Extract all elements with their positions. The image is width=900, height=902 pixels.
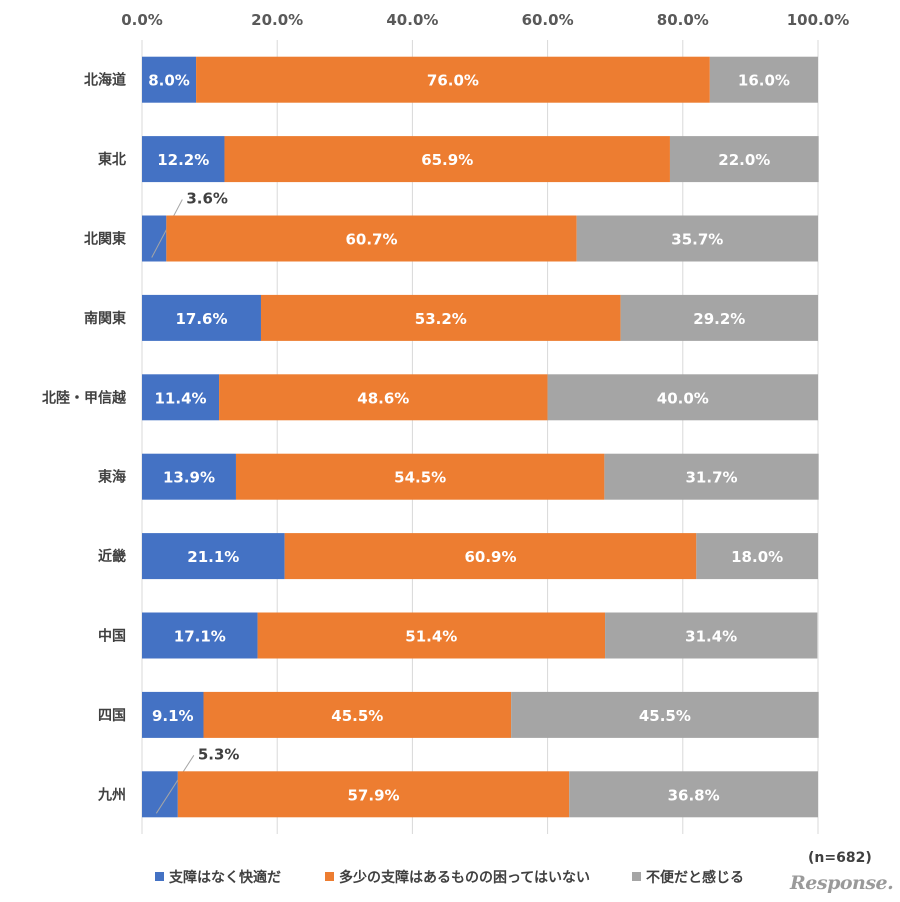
data-label: 16.0% xyxy=(738,72,790,90)
bar-segment xyxy=(547,374,818,421)
x-tick-label: 0.0% xyxy=(121,11,163,29)
data-label: 9.1% xyxy=(152,707,194,725)
bar-segment xyxy=(235,453,605,500)
data-label: 17.6% xyxy=(175,310,227,328)
bar-segment xyxy=(257,612,606,659)
bar-segment xyxy=(696,533,818,580)
category-label: 北陸・甲信越 xyxy=(42,389,127,406)
bar-segment xyxy=(142,215,167,262)
bar-segment xyxy=(260,294,621,341)
legend-label: 支障はなく快適だ xyxy=(168,869,281,886)
bar-segment xyxy=(605,612,818,659)
x-tick-label: 60.0% xyxy=(522,11,574,29)
data-label: 29.2% xyxy=(693,310,745,328)
response-logo: Response. xyxy=(790,872,894,894)
data-label: 45.5% xyxy=(639,707,691,725)
category-label: 四国 xyxy=(98,708,126,724)
sample-size-note: (n=682) xyxy=(808,850,872,866)
data-label: 21.1% xyxy=(187,548,239,566)
category-label: 近畿 xyxy=(98,548,126,565)
category-label: 南関東 xyxy=(84,310,126,327)
bar-segment xyxy=(203,691,512,738)
x-tick-label: 100.0% xyxy=(787,11,849,29)
bar-segment xyxy=(569,771,818,818)
bar-segment xyxy=(142,453,236,500)
data-label: 31.7% xyxy=(686,469,738,487)
bar-segment xyxy=(576,215,818,262)
bar-segment xyxy=(709,56,818,103)
data-label: 3.6% xyxy=(186,190,228,208)
data-label: 60.9% xyxy=(464,548,516,566)
data-label: 11.4% xyxy=(155,389,207,407)
legend-swatch xyxy=(155,872,164,881)
bar-segment xyxy=(219,374,548,421)
bar-segment xyxy=(142,691,204,738)
bar-segment xyxy=(177,771,570,818)
data-label: 8.0% xyxy=(148,72,190,90)
category-label: 東北 xyxy=(98,151,126,168)
data-label: 54.5% xyxy=(394,469,446,487)
data-label: 76.0% xyxy=(427,72,479,90)
legend-swatch xyxy=(325,872,334,881)
data-label: 45.5% xyxy=(331,707,383,725)
legend-label: 多少の支障はあるものの困ってはいない xyxy=(339,869,590,886)
data-label: 60.7% xyxy=(345,231,397,249)
data-label: 48.6% xyxy=(357,389,409,407)
bar-segment xyxy=(142,374,220,421)
bar-segment xyxy=(142,136,225,183)
x-tick-label: 40.0% xyxy=(386,11,438,29)
data-label: 57.9% xyxy=(348,786,400,804)
legend-label: 不便だと感じる xyxy=(646,869,744,886)
bar-segment xyxy=(284,533,697,580)
bar-segment xyxy=(669,136,819,183)
data-label: 22.0% xyxy=(718,151,770,169)
data-label: 18.0% xyxy=(731,548,783,566)
x-tick-label: 20.0% xyxy=(251,11,303,29)
bar-segment xyxy=(142,294,261,341)
data-label: 36.8% xyxy=(668,786,720,804)
bar-segment xyxy=(142,56,197,103)
bar-segment xyxy=(142,612,258,659)
bar-segment xyxy=(142,533,285,580)
data-label: 5.3% xyxy=(198,745,240,763)
label-leader-line xyxy=(155,755,195,814)
bar-segment xyxy=(196,56,710,103)
bar-segment xyxy=(511,691,819,738)
data-label: 51.4% xyxy=(405,628,457,646)
bar-segment xyxy=(620,294,818,341)
bar-segment xyxy=(166,215,577,262)
data-label: 12.2% xyxy=(157,151,209,169)
data-label: 40.0% xyxy=(657,389,709,407)
x-tick-label: 80.0% xyxy=(657,11,709,29)
bar-segment xyxy=(604,453,819,500)
category-label: 北海道 xyxy=(84,72,126,89)
data-label: 13.9% xyxy=(163,469,215,487)
category-label: 北関東 xyxy=(84,231,126,248)
data-label: 53.2% xyxy=(415,310,467,328)
data-label: 17.1% xyxy=(174,628,226,646)
bar-segment xyxy=(224,136,670,183)
data-label: 65.9% xyxy=(421,151,473,169)
category-label: 東海 xyxy=(98,469,126,486)
bar-segment xyxy=(142,771,178,818)
category-label: 九州 xyxy=(97,787,126,803)
category-label: 中国 xyxy=(98,628,126,645)
legend-swatch xyxy=(632,872,641,881)
data-label: 35.7% xyxy=(671,231,723,249)
data-label: 31.4% xyxy=(685,628,737,646)
